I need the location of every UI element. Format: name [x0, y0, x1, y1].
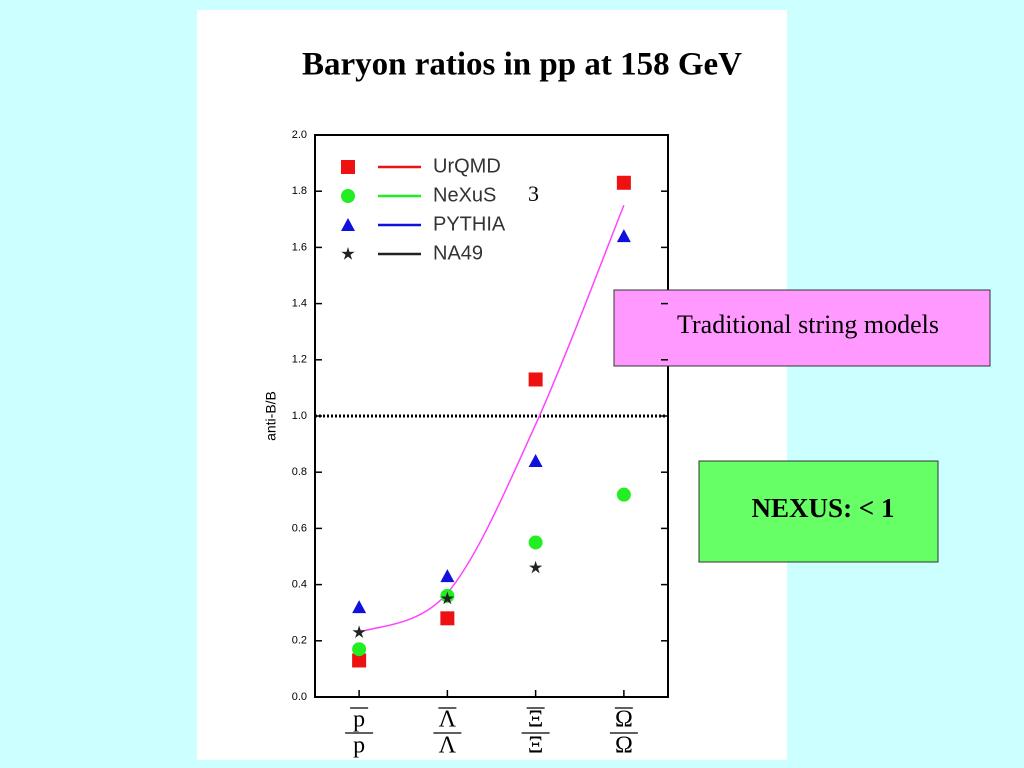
y-tick-label: 0.4 [292, 579, 307, 591]
marker [341, 247, 355, 260]
marker [352, 653, 367, 668]
y-axis-label: anti-B/B [263, 391, 279, 441]
marker [341, 160, 355, 174]
y-tick-label: 2.0 [292, 129, 307, 141]
y-tick-label: 1.8 [292, 185, 307, 197]
x-tick-label: Ξ [528, 707, 543, 733]
marker [529, 560, 543, 574]
y-tick-label: 1.2 [292, 354, 307, 366]
fit-curve [358, 204, 625, 634]
y-tick-label: 0.0 [292, 691, 307, 703]
legend-label: NA49 [433, 242, 483, 264]
y-tick-label: 0.8 [292, 466, 307, 478]
x-tick-label: p [353, 733, 365, 759]
y-tick-label: 1.4 [292, 298, 307, 310]
marker [616, 229, 631, 243]
marker [341, 189, 355, 203]
marker [352, 642, 367, 657]
marker [528, 372, 543, 387]
x-tick-label: p [353, 707, 365, 733]
y-tick-label: 0.2 [292, 635, 307, 647]
x-tick-label: Ω [615, 733, 633, 759]
y-tick-label: 1.6 [292, 241, 307, 253]
legend-label: UrQMD [433, 155, 501, 177]
marker [528, 453, 543, 467]
marker [352, 625, 366, 638]
marker [440, 611, 455, 626]
marker [528, 535, 543, 550]
y-tick-label: 0.6 [292, 522, 307, 534]
marker [341, 218, 355, 231]
chart-title: Baryon ratios in pp at 158 GeV [302, 47, 742, 83]
marker [440, 591, 454, 605]
y-tick-label: 1.0 [292, 410, 307, 422]
legend-label: PYTHIA [433, 213, 506, 235]
x-tick-label: Λ [439, 733, 457, 759]
marker [616, 175, 631, 190]
legend-label: NeXuS [433, 184, 496, 206]
chart-panel [197, 10, 787, 760]
marker [440, 569, 455, 583]
x-tick-label: Ω [615, 707, 633, 733]
marker [616, 487, 631, 502]
x-tick-label: Λ [439, 707, 457, 733]
annotation-box [613, 289, 991, 367]
annotation-box [698, 460, 939, 563]
annotation: Traditional string models [677, 310, 939, 339]
x-tick-label: Ξ [528, 733, 543, 759]
annotation: NEXUS: < 1 [752, 493, 895, 523]
marker [352, 600, 367, 614]
legend-annotation: 3 [528, 181, 539, 206]
